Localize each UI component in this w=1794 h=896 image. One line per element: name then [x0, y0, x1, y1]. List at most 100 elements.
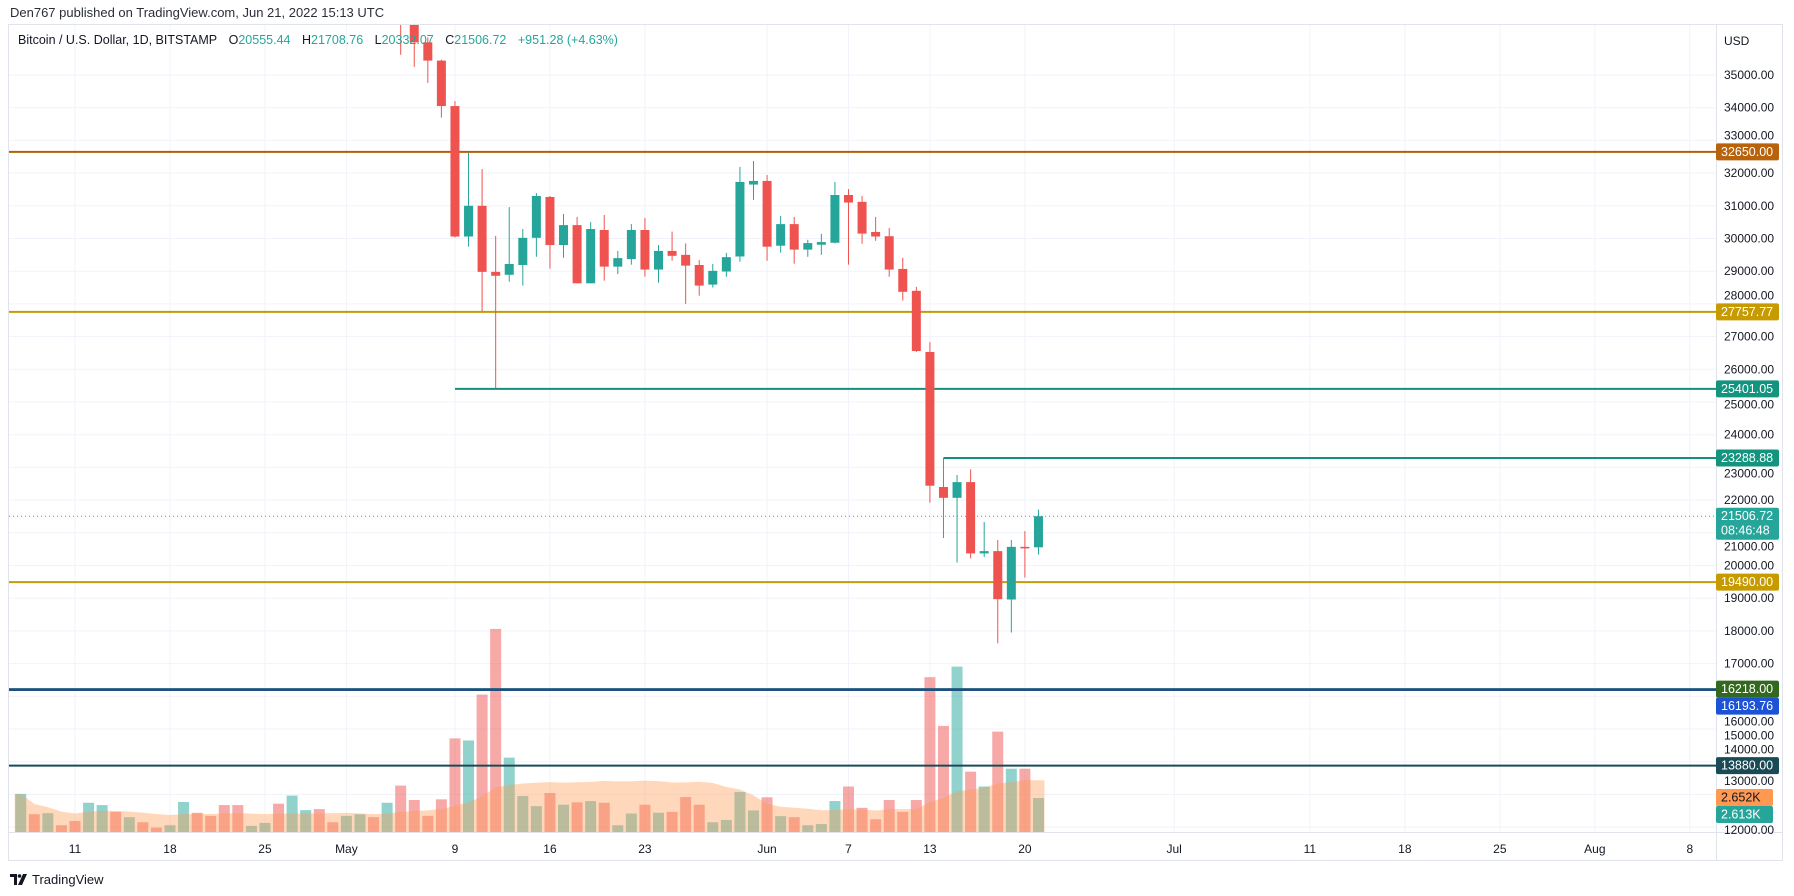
candle-body	[749, 180, 758, 185]
price-tick-label: 14000.00	[1724, 743, 1774, 757]
candle-body	[396, 0, 405, 24]
volume-bar	[829, 801, 841, 832]
volume-bar	[978, 786, 990, 832]
price-tick-label: 35000.00	[1724, 68, 1774, 82]
candle	[423, 37, 433, 83]
candle	[599, 214, 609, 281]
volume-bar	[598, 802, 610, 832]
volume-bar	[150, 827, 162, 832]
candle-body	[776, 224, 786, 246]
badge-background	[1716, 507, 1779, 540]
candle-body	[681, 254, 691, 266]
candle	[830, 181, 840, 244]
volume-bar	[639, 804, 651, 832]
volume-bar	[69, 820, 81, 832]
price-tick-label: 12000.00	[1724, 823, 1774, 837]
volume-bar	[937, 725, 949, 832]
time-tick-label: 8	[1686, 842, 1693, 856]
price-tick-label: 34000.00	[1724, 101, 1774, 115]
candle-body	[504, 264, 514, 275]
candle-body	[491, 271, 501, 276]
tradingview-logo[interactable]: TradingView	[10, 872, 104, 887]
candle	[1020, 531, 1030, 578]
volume-bar	[381, 802, 393, 832]
chart-frame	[8, 24, 1783, 861]
candle	[559, 213, 569, 258]
candle-body	[762, 180, 772, 247]
price-tick-label: 19000.00	[1724, 591, 1774, 605]
volume-bar	[191, 812, 203, 832]
candle	[504, 207, 514, 282]
price-axis[interactable]: USD 35000.00 34000.00 33000.00 32000.00 3100…	[1724, 34, 1774, 837]
candle-body	[518, 237, 528, 265]
volume-bar	[395, 785, 407, 832]
volume-bar	[625, 813, 637, 832]
badge-label: 27757.77	[1721, 305, 1773, 319]
price-tick-label: 28000.00	[1724, 288, 1774, 302]
candle-body	[531, 195, 541, 238]
candle	[803, 239, 813, 257]
volume-bar	[300, 810, 312, 832]
published-by-line: Den767 published on TradingView.com, Jun…	[10, 5, 385, 20]
candle-body	[667, 250, 677, 256]
price-tick-label: 27000.00	[1724, 330, 1774, 344]
candle	[816, 233, 826, 255]
price-tick-label: 33000.00	[1724, 128, 1774, 142]
candle-body	[708, 270, 718, 285]
candle-body	[952, 482, 962, 498]
candle	[477, 169, 487, 312]
volume-bar	[245, 825, 257, 832]
volume-bar	[748, 810, 759, 832]
volume-bar	[883, 800, 895, 832]
candle-body	[803, 243, 813, 250]
badge-background	[1716, 806, 1773, 824]
badge-background	[1716, 449, 1779, 467]
candle-body	[843, 195, 853, 203]
candle	[789, 216, 799, 264]
badge-label: 19490.00	[1721, 575, 1773, 589]
time-tick-label: 18	[163, 842, 177, 856]
volume-bar	[992, 731, 1004, 832]
candle-body	[464, 205, 474, 237]
candle	[464, 152, 474, 247]
volume-bar	[490, 628, 502, 832]
volume-bar	[666, 811, 678, 832]
volume-bar	[123, 817, 135, 832]
time-tick-label: Jul	[1166, 842, 1181, 856]
time-tick-label: 25	[258, 842, 272, 856]
level-price-badge: 13880.00	[1716, 757, 1779, 775]
volume-ma-area	[14, 780, 1045, 832]
candle	[545, 195, 555, 269]
badge-background	[1716, 697, 1779, 715]
time-tick-label: 11	[1304, 842, 1317, 856]
volume-bar	[558, 804, 570, 832]
candle	[491, 235, 501, 389]
volume-bar	[571, 802, 583, 832]
candle	[843, 189, 853, 265]
volume-bar	[368, 817, 380, 832]
tradingview-logo-text: TradingView	[32, 872, 104, 887]
time-axis[interactable]: 11 18 25 May 9 16 23 Jun 7 13 20 Jul 11 18 25 Aug 8	[69, 842, 1694, 856]
candle-body	[694, 264, 704, 286]
plot-area[interactable]	[9, 0, 1716, 832]
close-value: 21506.72	[454, 33, 507, 47]
candle	[531, 193, 541, 257]
badge-label: 13880.00	[1721, 759, 1773, 773]
price-tick-label: 17000.00	[1724, 657, 1774, 671]
candle	[993, 539, 1003, 644]
price-tick-label: 31000.00	[1724, 199, 1774, 213]
candle-body	[966, 482, 976, 554]
volume-bar	[612, 825, 624, 832]
price-tick-label: 25000.00	[1724, 397, 1774, 411]
candle-body	[884, 236, 894, 270]
badge-label: 16218.00	[1721, 682, 1773, 696]
volume-bar	[951, 666, 963, 832]
price-tick-label: 18000.00	[1724, 624, 1774, 638]
badge-background	[1716, 757, 1779, 775]
badge-label: 2.652K	[1721, 791, 1761, 805]
volume-last-badge: 2.613K	[1716, 806, 1773, 824]
volume-bar	[259, 822, 271, 832]
level-price-badge: 32650.00	[1716, 143, 1779, 161]
